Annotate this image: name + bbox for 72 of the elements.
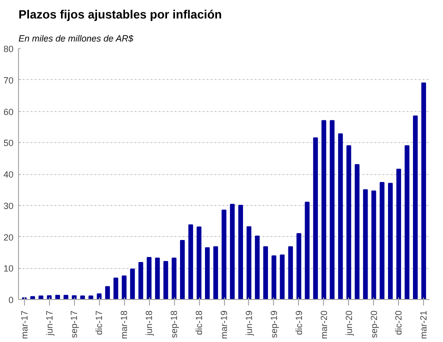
y-tick-label: 80 [3,44,14,54]
bar [188,224,194,300]
bar [321,120,326,300]
bar [113,278,118,300]
y-tick-label: 0 [8,295,14,305]
x-tick-label: jun-18 [144,310,154,337]
bar [363,189,368,300]
bar [396,168,402,300]
bar [213,246,218,300]
bar [222,210,226,300]
bar [280,254,285,300]
x-tick-label: mar-17 [19,310,30,340]
bar [230,204,235,300]
y-tick-label: 10 [3,264,14,274]
x-tick-label: dic-20 [394,310,404,336]
y-tick-label: 70 [3,75,14,86]
bar [80,296,85,300]
bar [412,115,418,300]
y-tick-label: 50 [3,138,14,148]
bar [38,296,44,300]
bar [404,145,410,300]
x-tick-label: jun-17 [44,310,54,337]
bar [155,258,160,300]
bar [330,120,335,300]
x-tick-label: sep-18 [169,310,180,338]
bar [346,145,352,300]
x-tick-label: dic-18 [194,310,204,336]
bar [204,247,210,300]
x-tick-label: mar-20 [318,310,329,340]
bar [105,286,110,300]
bar [122,275,127,300]
bar [64,294,68,300]
x-tick-label: dic-19 [294,310,304,336]
bar [354,164,360,300]
bar [196,226,202,300]
bar [130,268,135,300]
x-tick-label: sep-19 [268,310,279,338]
bar [254,236,260,300]
x-tick-label: jun-20 [344,310,354,337]
bar [138,262,144,300]
bar [272,255,276,300]
bar [380,182,384,300]
x-tick-label: sep-20 [368,310,379,338]
x-tick-label: dic-17 [94,310,104,336]
x-tick-label: mar-21 [418,310,429,340]
bar [304,202,310,300]
bar [263,246,268,300]
bar [338,133,343,300]
bar [421,82,426,300]
chart-title: Plazos fijos ajustables por inflación [18,8,222,22]
bar [288,246,293,300]
bar [55,294,60,300]
y-tick-label: 30 [3,200,14,211]
bar [246,226,252,300]
x-tick-label: mar-18 [119,310,130,340]
y-tick-label: 40 [3,170,14,180]
bar [238,204,244,300]
x-tick-label: jun-19 [244,310,254,337]
x-tick-label: sep-17 [69,310,80,338]
bar [313,137,318,300]
bar [146,256,152,300]
y-tick-label: 60 [3,106,14,117]
bar [371,190,376,300]
bar [163,261,168,300]
y-tick-label: 20 [3,232,14,242]
x-tick-label: mar-19 [219,310,229,340]
bar [180,240,185,300]
bar [88,296,94,300]
bar [172,258,176,300]
bar [296,233,302,300]
bar [388,182,393,300]
chart-subtitle: En miles de millones de AR$ [18,34,134,44]
